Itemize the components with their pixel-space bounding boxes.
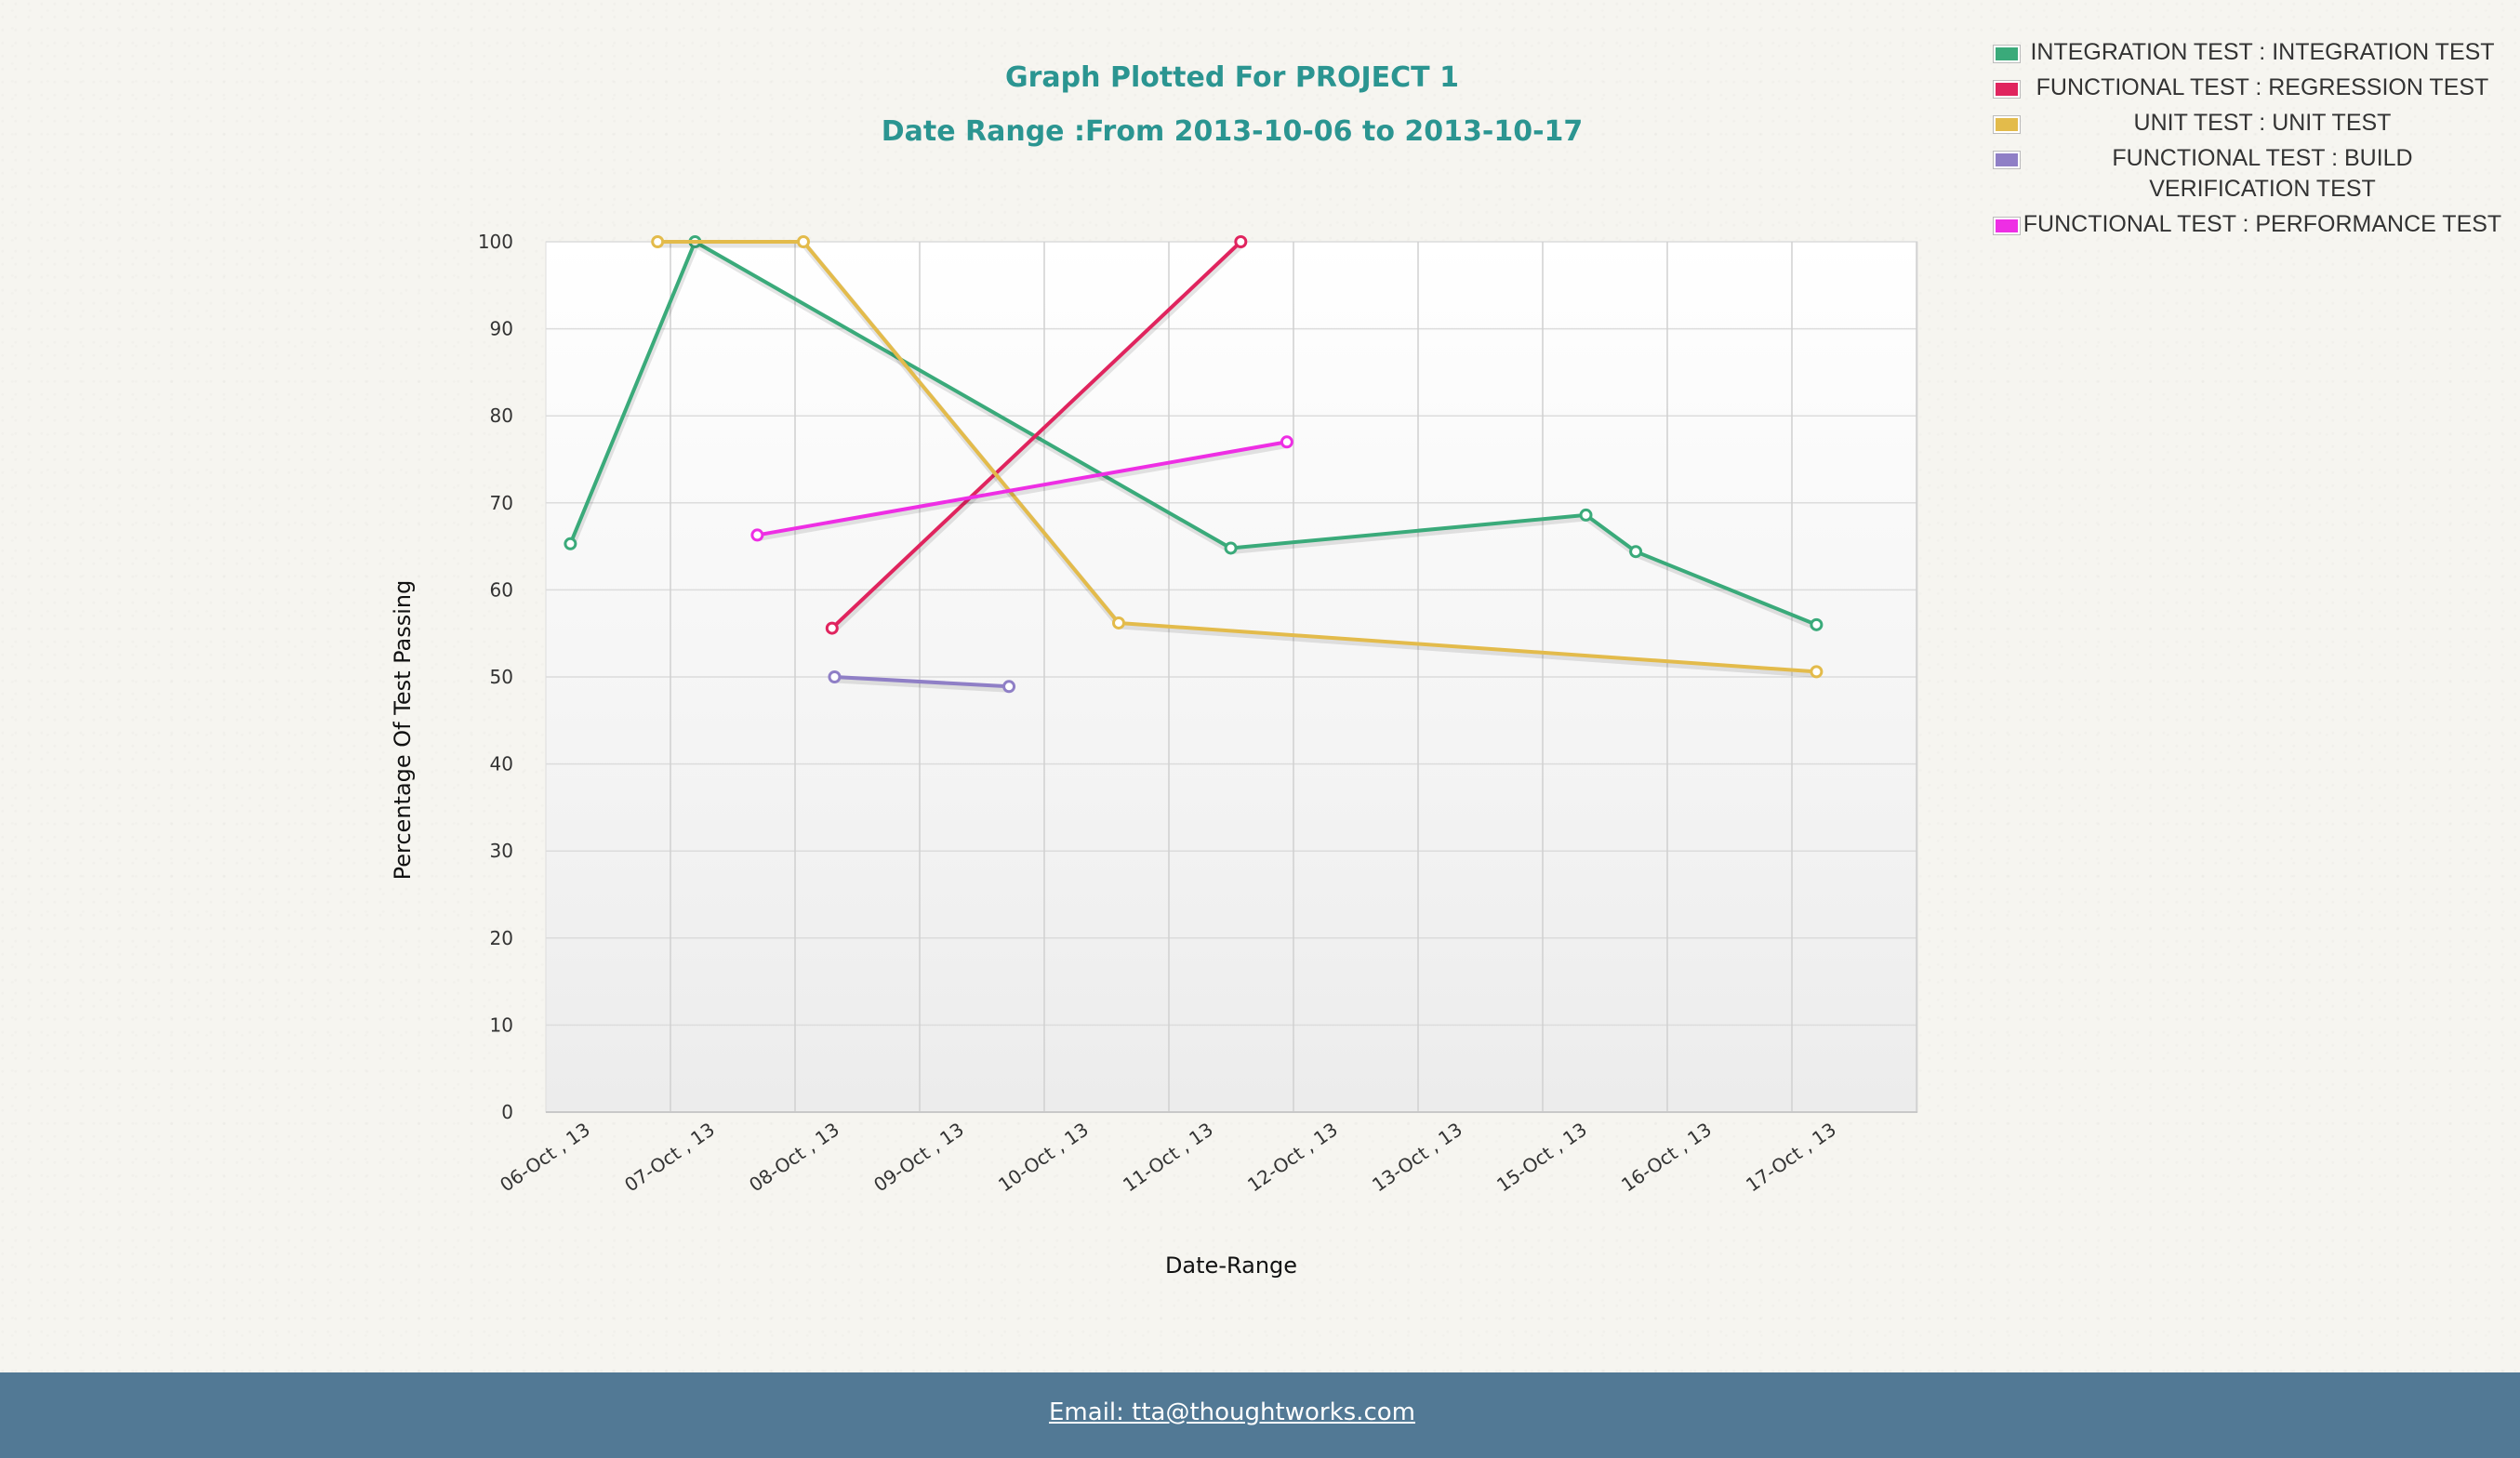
x-tick-label: 10-Oct , 13 bbox=[994, 1118, 1093, 1196]
y-tick-label: 30 bbox=[490, 840, 513, 862]
series-line bbox=[834, 675, 1010, 689]
data-point bbox=[1224, 541, 1238, 555]
legend-item[interactable]: FUNCTIONAL TEST : PERFORMANCE TEST bbox=[1986, 209, 2507, 240]
x-tick-label: 08-Oct , 13 bbox=[745, 1118, 843, 1196]
legend-item[interactable]: FUNCTIONAL TEST : BUILD VERIFICATION TES… bbox=[1986, 143, 2507, 205]
y-tick-label: 10 bbox=[490, 1014, 513, 1036]
series-shadow bbox=[568, 241, 1819, 631]
y-tick-label: 40 bbox=[490, 753, 513, 775]
data-point bbox=[651, 235, 665, 248]
chart-title: Graph Plotted For PROJECT 1 bbox=[1005, 61, 1459, 94]
legend-swatch bbox=[1993, 217, 2021, 235]
data-point bbox=[1112, 616, 1125, 630]
y-tick-label: 60 bbox=[490, 578, 513, 601]
series-line bbox=[830, 240, 1242, 630]
legend-label: FUNCTIONAL TEST : PERFORMANCE TEST bbox=[2023, 211, 2502, 237]
x-tick-label: 12-Oct , 13 bbox=[1243, 1118, 1342, 1196]
y-tick-label: 90 bbox=[490, 318, 513, 340]
series-line bbox=[568, 240, 1818, 627]
legend-label: INTEGRATION TEST : INTEGRATION TEST bbox=[2030, 39, 2495, 65]
y-axis-label: Percentage Of Test Passing bbox=[390, 580, 416, 881]
y-tick-label: 0 bbox=[501, 1101, 513, 1123]
data-point bbox=[750, 528, 764, 542]
x-tick-label: 06-Oct , 13 bbox=[496, 1118, 594, 1196]
y-tick-label: 80 bbox=[490, 404, 513, 427]
data-point bbox=[796, 235, 810, 248]
legend-item[interactable]: INTEGRATION TEST : INTEGRATION TEST bbox=[1986, 37, 2507, 68]
x-tick-label: 16-Oct , 13 bbox=[1617, 1118, 1716, 1196]
legend-label: UNIT TEST : UNIT TEST bbox=[2133, 110, 2392, 136]
series bbox=[564, 235, 1824, 694]
legend-swatch bbox=[1993, 151, 2021, 169]
legend-swatch bbox=[1993, 115, 2021, 134]
series-line bbox=[757, 440, 1288, 537]
series-shadow bbox=[757, 441, 1289, 541]
x-tick-label: 15-Oct , 13 bbox=[1492, 1118, 1591, 1196]
data-point bbox=[1579, 508, 1593, 522]
data-point bbox=[825, 621, 839, 635]
data-point bbox=[1002, 680, 1016, 694]
legend-swatch bbox=[1993, 45, 2021, 63]
data-point bbox=[1810, 665, 1824, 679]
legend-item[interactable]: UNIT TEST : UNIT TEST bbox=[1986, 108, 2507, 139]
data-point bbox=[1280, 435, 1293, 449]
data-point bbox=[1810, 617, 1824, 631]
y-tick-label: 20 bbox=[490, 927, 513, 949]
y-tick-label: 70 bbox=[490, 492, 513, 514]
data-point bbox=[564, 537, 577, 550]
series-line bbox=[657, 240, 1817, 674]
x-tick-label: 09-Oct , 13 bbox=[869, 1118, 968, 1196]
x-tick-label: 13-Oct , 13 bbox=[1368, 1118, 1466, 1196]
x-tick-label: 07-Oct , 13 bbox=[620, 1118, 719, 1196]
y-tick-label: 50 bbox=[490, 666, 513, 688]
email-link[interactable]: Email: tta@thoughtworks.com bbox=[1049, 1398, 1415, 1426]
x-axis-label: Date-Range bbox=[1165, 1253, 1297, 1279]
x-tick-label: 11-Oct , 13 bbox=[1119, 1118, 1217, 1196]
footer: Email: tta@thoughtworks.com bbox=[0, 1372, 2520, 1458]
legend-label: FUNCTIONAL TEST : REGRESSION TEST bbox=[2036, 74, 2489, 100]
data-point bbox=[1629, 545, 1643, 559]
data-point bbox=[1234, 235, 1248, 248]
legend-label: FUNCTIONAL TEST : BUILD VERIFICATION TES… bbox=[2112, 145, 2413, 202]
legend-item[interactable]: FUNCTIONAL TEST : REGRESSION TEST bbox=[1986, 73, 2507, 103]
series-shadow bbox=[830, 242, 1244, 634]
chart-subtitle: Date Range :From 2013-10-06 to 2013-10-1… bbox=[881, 115, 1584, 148]
series-shadow bbox=[835, 676, 1011, 693]
legend: INTEGRATION TEST : INTEGRATION TEST FUNCT… bbox=[1986, 37, 2507, 245]
legend-swatch bbox=[1993, 80, 2021, 99]
line-chart: 0 10 20 30 40 50 60 70 80 90 100 06-Oct , 13 07-Oct … bbox=[390, 231, 1918, 1279]
x-tick-label: 17-Oct , 13 bbox=[1742, 1118, 1840, 1196]
y-tick-label: 100 bbox=[478, 231, 513, 253]
data-point bbox=[828, 670, 842, 683]
